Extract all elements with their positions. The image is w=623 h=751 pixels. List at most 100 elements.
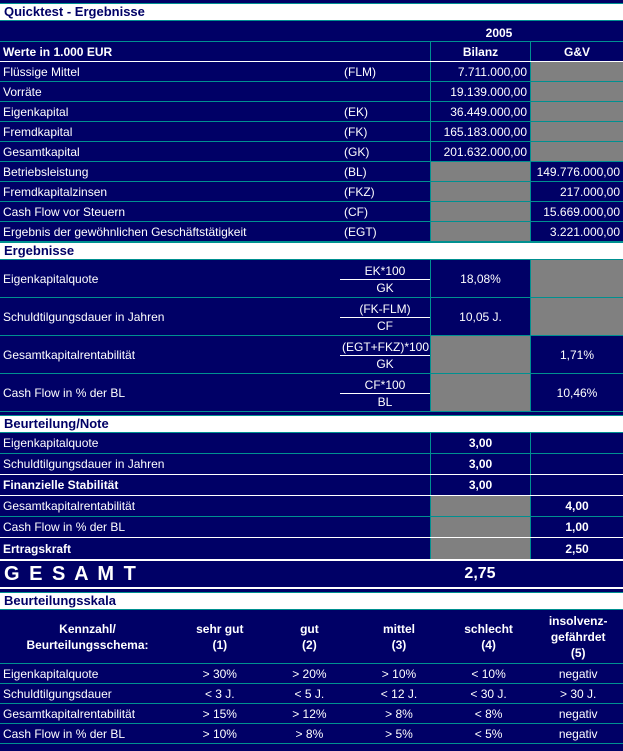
scale-value-cell: < 8% [474,706,503,721]
row-label: Betriebsleistung [3,164,89,179]
note-row: Schuldtilgungsdauer in Jahren 3,00 [0,454,623,475]
row-label: Cash Flow vor Steuern [3,204,126,219]
guv-cell [530,475,623,495]
result-row: Schuldtilgungsdauer in Jahren (FK-FLM) C… [0,298,623,336]
guv-result-cell[interactable]: 10,46% [530,374,623,411]
row-label: Schuldtilgungsdauer in Jahren [3,457,165,471]
section-ergebnisse: Ergebnisse [0,242,623,260]
guv-cell[interactable]: 15.669.000,00 [530,202,623,221]
year-header: 2005 [485,25,513,40]
scale-value-cell: < 30 J. [470,686,507,701]
grade-number: (3) [391,637,407,652]
grade-name: gut [300,621,319,636]
scale-value-cell: > 8% [295,726,324,741]
table-row: Vorräte 19.139.000,00 [0,82,623,102]
scale-grade-header: gut (2) [265,610,355,663]
gesamt-value[interactable]: 2,75 [464,565,496,582]
result-row: Gesamtkapitalrentabilität (EGT+FKZ)*100 … [0,336,623,374]
note-bilanz-cell[interactable]: 3,00 [430,454,530,474]
scale-grade-header: insolvenz-gefährdet (5) [533,610,623,663]
scale-row-label: Cash Flow in % der BL [3,726,126,741]
row-label: Cash Flow in % der BL [3,520,126,534]
row-label: Gesamtkapitalrentabilität [3,499,136,513]
bilanz-cell [430,496,530,516]
row-label: Eigenkapital [3,104,69,119]
note-row: Cash Flow in % der BL 1,00 [0,517,623,538]
row-code: (EGT) [344,224,377,239]
grade-name: mittel [382,621,415,636]
scale-header-line2: Beurteilungsschema: [26,637,149,652]
formula-numerator: (EGT+FKZ)*100 [340,339,430,356]
scale-row-label: Gesamtkapitalrentabilität [3,706,136,721]
table-row: Fremdkapital (FK) 165.183.000,00 [0,122,623,142]
bilanz-cell [430,162,530,181]
scale-row-label: Eigenkapitalquote [3,666,99,681]
note-guv-cell[interactable]: 2,50 [530,538,623,559]
note-bilanz-cell[interactable]: 3,00 [430,433,530,453]
row-label: Eigenkapitalquote [3,271,99,286]
bilanz-cell [430,538,530,559]
formula-fraction: EK*100 GK [340,260,430,297]
guv-cell [530,142,623,161]
scale-value-cell: < 5% [474,726,503,741]
formula-denominator: GK [376,356,394,371]
scale-value-cell: > 10% [381,666,417,681]
title-bar: Quicktest - Ergebnisse [0,3,623,21]
code-header-spacer [340,42,430,61]
row-code: (GK) [344,144,370,159]
section-beurteilungsskala: Beurteilungsskala [0,592,623,610]
guv-cell [530,298,623,335]
scale-grade-header: schlecht (4) [444,610,534,663]
scale-value-cell: > 15% [202,706,237,721]
bilanz-cell[interactable]: 19.139.000,00 [430,82,530,101]
bilanz-cell [430,336,530,373]
guv-result-cell[interactable]: 1,71% [530,336,623,373]
scale-value-cell: < 12 J. [380,686,418,701]
scale-grade-header: sehr gut (1) [175,610,265,663]
table-row: Cash Flow vor Steuern (CF) 15.669.000,00 [0,202,623,222]
row-label: Finanzielle Stabilität [3,478,119,492]
bilanz-cell[interactable]: 36.449.000,00 [430,102,530,121]
scale-value-cell: < 3 J. [204,686,235,701]
row-label: Fremdkapital [3,124,73,139]
scale-row: Gesamtkapitalrentabilität > 15% > 12% > … [0,704,623,724]
guv-cell [530,260,623,297]
row-label: Gesamtkapital [3,144,80,159]
row-code: (EK) [344,104,368,119]
bilanz-result-cell[interactable]: 10,05 J. [430,298,530,335]
guv-cell[interactable]: 149.776.000,00 [530,162,623,181]
bilanz-cell[interactable]: 165.183.000,00 [430,122,530,141]
table-row: Ergebnis der gewöhnlichen Geschäftstätig… [0,222,623,242]
note-row: Ertragskraft 2,50 [0,538,623,559]
scale-header-line1: Kennzahl/ [59,621,116,636]
note-bilanz-cell[interactable]: 3,00 [430,475,530,495]
guv-cell[interactable]: 217.000,00 [530,182,623,201]
guv-cell [530,454,623,474]
bilanz-cell [430,182,530,201]
bilanz-cell[interactable]: 7.711.000,00 [430,62,530,81]
note-guv-cell[interactable]: 1,00 [530,517,623,537]
formula-denominator: GK [376,280,394,295]
table-row: Flüssige Mittel (FLM) 7.711.000,00 [0,62,623,82]
bilanz-column-header: Bilanz [430,42,530,61]
scale-value-cell: > 30 J. [559,686,597,701]
row-code: (FLM) [344,64,376,79]
table-row: Gesamtkapital (GK) 201.632.000,00 [0,142,623,162]
grade-number: (5) [570,645,586,660]
bilanz-result-cell[interactable]: 18,08% [430,260,530,297]
formula-fraction: (FK-FLM) CF [340,298,430,335]
bilanz-cell[interactable]: 201.632.000,00 [430,142,530,161]
formula-numerator: (FK-FLM) [340,301,430,318]
scale-value-cell: > 30% [202,666,237,681]
scale-row: Schuldtilgungsdauer < 3 J. < 5 J. < 12 J… [0,684,623,704]
guv-cell [530,62,623,81]
scale-row: Cash Flow in % der BL > 10% > 8% > 5% < … [0,724,623,744]
note-guv-cell[interactable]: 4,00 [530,496,623,516]
guv-cell[interactable]: 3.221.000,00 [530,222,623,241]
scale-value-cell: < 5 J. [294,686,325,701]
scale-value-cell: < 10% [471,666,506,681]
note-row: Eigenkapitalquote 3,00 [0,433,623,454]
bilanz-cell [430,374,530,411]
row-label: Gesamtkapitalrentabilität [3,347,136,362]
scale-value-cell: > 10% [202,726,237,741]
